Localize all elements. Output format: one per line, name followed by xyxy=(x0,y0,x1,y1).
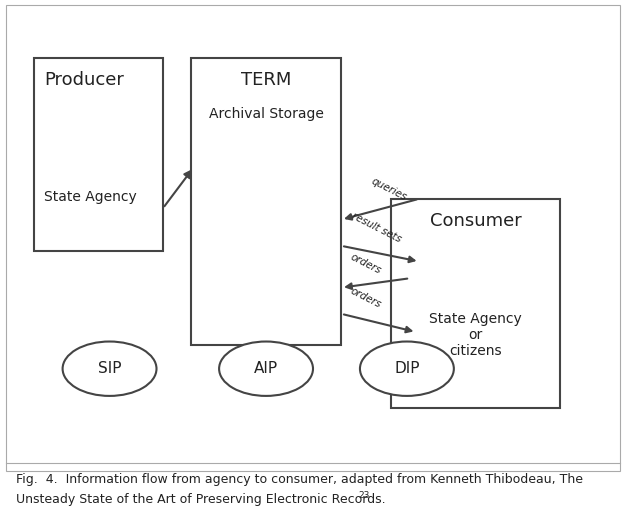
Text: Consumer: Consumer xyxy=(430,212,521,230)
Text: queries: queries xyxy=(369,177,408,203)
Text: DIP: DIP xyxy=(394,361,419,376)
Text: TERM: TERM xyxy=(241,71,291,88)
Text: State Agency
or
citizens: State Agency or citizens xyxy=(429,312,522,358)
Ellipse shape xyxy=(219,342,313,396)
Text: SIP: SIP xyxy=(98,361,121,376)
Text: 23: 23 xyxy=(359,491,370,499)
Bar xyxy=(191,58,341,345)
Ellipse shape xyxy=(63,342,156,396)
Bar xyxy=(34,58,163,251)
Text: Fig.  4.  Information flow from agency to consumer, adapted from Kenneth Thibode: Fig. 4. Information flow from agency to … xyxy=(16,473,583,486)
Text: AIP: AIP xyxy=(254,361,278,376)
Text: Unsteady State of the Art of Preserving Electronic Records.: Unsteady State of the Art of Preserving … xyxy=(16,493,385,506)
Text: State Agency: State Agency xyxy=(44,190,136,204)
Text: orders: orders xyxy=(349,252,383,276)
Ellipse shape xyxy=(360,342,454,396)
Bar xyxy=(391,199,560,408)
Text: Archival Storage: Archival Storage xyxy=(208,107,324,121)
Text: result sets: result sets xyxy=(351,211,403,244)
Text: orders: orders xyxy=(349,286,383,310)
Bar xyxy=(6,5,620,471)
Text: Producer: Producer xyxy=(44,71,124,88)
